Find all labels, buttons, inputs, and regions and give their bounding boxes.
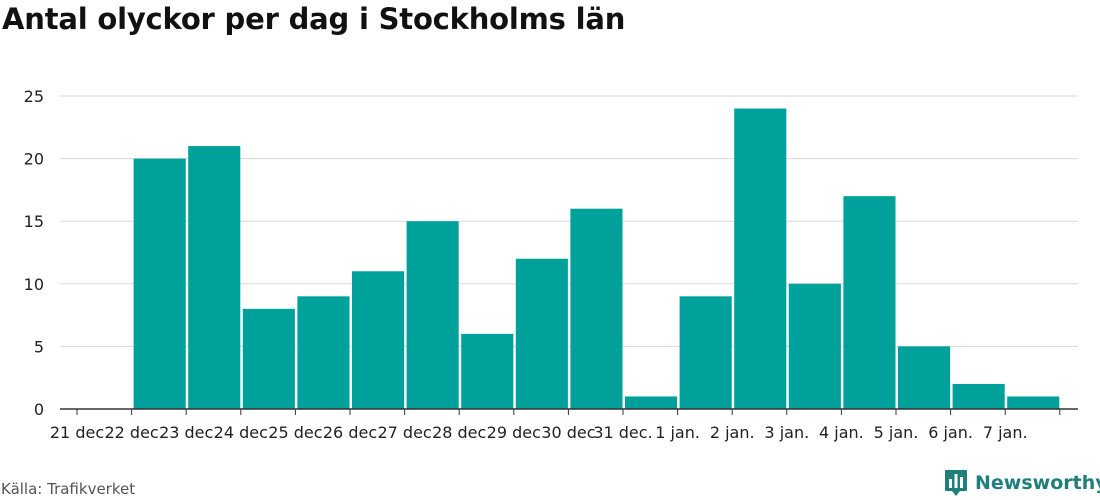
y-tick-label: 20 [24,150,44,169]
x-tick-label: 3 jan. [764,423,809,442]
bar [133,158,186,409]
x-tick-label: 26 dec [323,423,377,442]
bar [843,196,896,409]
bar [461,333,514,409]
bar [352,271,405,409]
x-tick-label: 22 dec [104,423,158,442]
bar [952,383,1005,409]
x-tick-label: 7 jan. [983,423,1028,442]
x-tick-label: 4 jan. [819,423,864,442]
bar [788,283,841,409]
x-tick-label: 31 dec. [593,423,652,442]
x-tick-label: 6 jan. [928,423,973,442]
bar [188,146,241,409]
bar [570,208,623,409]
x-tick-label: 28 dec [432,423,486,442]
x-tick-label: 1 jan. [655,423,700,442]
x-tick-label: 29 dec [487,423,541,442]
x-tick-label: 23 dec [159,423,213,442]
x-tick-label: 5 jan. [874,423,919,442]
y-tick-label: 15 [24,212,44,231]
chart-title: Antal olyckor per dag i Stockholms län [2,2,626,36]
x-tick-label: 30 dec [541,423,595,442]
bar [734,108,787,410]
bars [133,108,1060,410]
bar [406,221,459,409]
x-tick-label: 2 jan. [710,423,755,442]
bar [515,258,568,409]
y-tick-label: 0 [34,400,44,419]
bar [898,346,951,409]
bar [242,308,295,409]
x-tick-label: 24 dec [214,423,268,442]
x-tick-label: 27 dec [377,423,431,442]
source-note: Källa: Trafikverket [1,480,136,498]
y-tick-label: 10 [24,275,44,294]
x-axis-ticks: 21 dec 22 dec 23 dec 24 dec 25 dec 26 dec 27 d… [50,409,1061,442]
y-axis-ticks: 0 5 10 15 20 25 [24,87,44,419]
y-tick-label: 5 [34,337,44,356]
bar [679,296,732,409]
x-tick-label: 21 dec [50,423,104,442]
x-tick-label: 25 dec [268,423,322,442]
bar [625,396,678,409]
y-tick-label: 25 [24,87,44,106]
brand-name: Newsworthy [975,472,1100,494]
bar [297,296,350,409]
newsworthy-logo-icon [945,470,967,496]
brand-logo: Newsworthy [944,468,1100,498]
bar [1007,396,1060,409]
